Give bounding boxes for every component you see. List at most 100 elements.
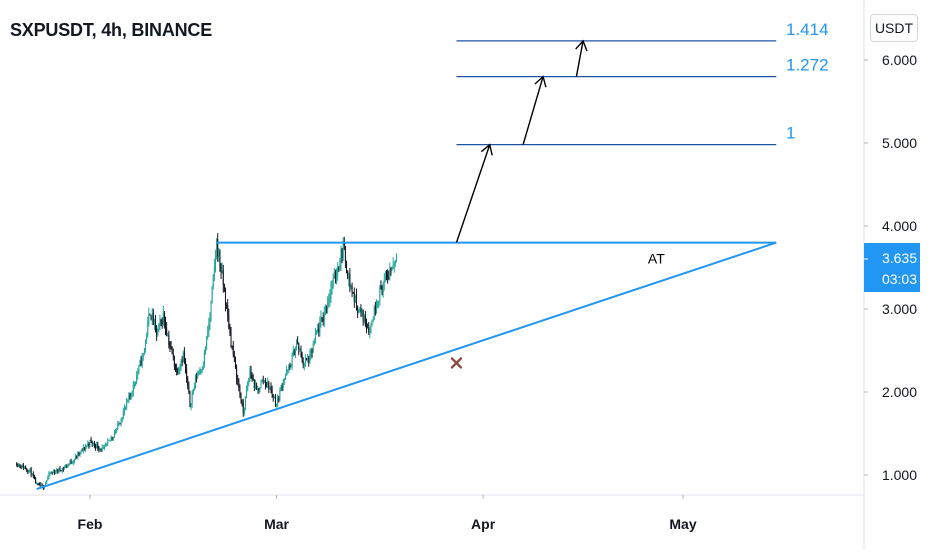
candle-body xyxy=(69,461,71,464)
candle-body xyxy=(70,461,72,463)
candle-body xyxy=(18,464,20,467)
candle-body xyxy=(299,349,301,351)
candle-body xyxy=(323,313,325,322)
candle-body xyxy=(118,423,120,425)
y-tick-label: 1.000 xyxy=(882,467,917,483)
candle-body xyxy=(314,333,316,342)
candle-body xyxy=(82,447,84,451)
candle-body xyxy=(19,464,21,467)
target-arrow-shaft xyxy=(455,144,491,243)
y-tick-label: 6.000 xyxy=(882,52,917,68)
candle-body xyxy=(59,468,61,471)
candle-body xyxy=(139,361,141,366)
candle-body xyxy=(282,381,284,388)
candle-body xyxy=(86,445,88,447)
candle-body xyxy=(129,395,131,397)
candle-body xyxy=(387,275,389,278)
candle-body xyxy=(136,375,138,383)
candle-body xyxy=(41,484,43,486)
candle-body xyxy=(28,470,30,472)
candle-body xyxy=(260,382,262,388)
candle-body xyxy=(85,446,87,450)
y-tick-label: 2.000 xyxy=(882,384,917,400)
candle-body xyxy=(152,313,154,325)
candle-body xyxy=(157,329,159,335)
candle-body xyxy=(310,350,312,355)
candle-body xyxy=(151,313,153,320)
candle-body xyxy=(230,333,232,346)
candle-body xyxy=(121,418,123,422)
candle-body xyxy=(343,243,345,247)
candle-body xyxy=(156,326,158,335)
candle-body xyxy=(116,429,118,433)
candle-body xyxy=(362,310,364,322)
candle-body xyxy=(389,269,391,279)
candle-body xyxy=(96,444,98,448)
candle-body xyxy=(93,442,95,446)
candle-body xyxy=(201,369,203,371)
rising-trendline xyxy=(36,241,777,491)
candle-body xyxy=(175,366,177,369)
candle-body xyxy=(39,483,41,486)
candle-body xyxy=(252,379,254,381)
candle-body xyxy=(51,472,53,474)
candle-body xyxy=(320,317,322,323)
candle-body xyxy=(392,265,394,269)
candle-body xyxy=(204,349,206,353)
candle-body xyxy=(348,273,350,279)
candle-body xyxy=(101,447,103,451)
candle-body xyxy=(297,341,299,344)
candle-body xyxy=(322,319,324,322)
candle-body xyxy=(210,301,212,318)
candle-body xyxy=(80,450,82,452)
candle-body xyxy=(179,366,181,370)
target-arrow-head xyxy=(575,39,588,52)
candle-body xyxy=(341,249,343,258)
candle-body xyxy=(147,321,149,336)
candle-body xyxy=(190,403,192,407)
candle-body xyxy=(87,443,89,446)
current-price-badge xyxy=(864,243,920,292)
candle-body xyxy=(212,274,214,288)
candle-body xyxy=(172,354,174,357)
candle-body xyxy=(111,437,113,439)
candle-body xyxy=(239,387,241,395)
candle-body xyxy=(217,239,219,257)
candle-body xyxy=(289,366,291,368)
candle-body xyxy=(60,470,62,472)
candle-body xyxy=(119,423,121,425)
candle-body xyxy=(368,328,370,333)
candle-body xyxy=(57,469,59,472)
candle-body xyxy=(180,361,182,367)
candle-body xyxy=(108,439,110,441)
bar-countdown: 03:03 xyxy=(882,271,917,287)
candle-body xyxy=(22,464,24,469)
candle-body xyxy=(294,346,296,356)
current-price-value: 3.635 xyxy=(882,250,917,266)
candle-body xyxy=(31,473,33,476)
candle-body xyxy=(259,387,261,391)
candle-body xyxy=(78,453,80,455)
candle-body xyxy=(359,308,361,312)
candle-body xyxy=(366,325,368,327)
x-tick-label: Apr xyxy=(471,516,496,532)
candle-body xyxy=(45,482,47,486)
currency-unit-button[interactable]: USDT xyxy=(870,14,918,42)
candle-body xyxy=(23,467,25,469)
candle-body xyxy=(181,361,183,363)
candle-body xyxy=(254,384,256,389)
candle-body xyxy=(117,423,119,430)
candle-body xyxy=(229,328,231,334)
candle-body xyxy=(171,347,173,355)
candle-body xyxy=(167,335,169,337)
candle-body xyxy=(146,335,148,340)
candle-body xyxy=(98,448,100,450)
candle-body xyxy=(279,389,281,400)
candle-body xyxy=(20,466,22,468)
candle-body xyxy=(332,277,334,287)
fib-level-label: 1.414 xyxy=(786,20,829,39)
candle-body xyxy=(292,350,294,356)
x-tick-label: Mar xyxy=(264,516,289,532)
